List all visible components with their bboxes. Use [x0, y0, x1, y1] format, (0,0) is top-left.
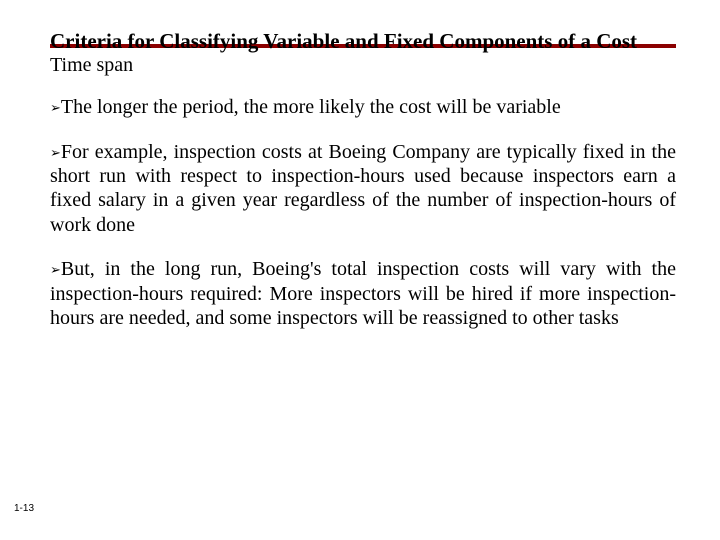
bullet-item: ➢The longer the period, the more likely …: [50, 95, 676, 119]
bullet-text: The longer the period, the more likely t…: [61, 96, 561, 118]
chevron-right-icon: ➢: [50, 100, 61, 115]
slide-subtitle: Time span: [50, 54, 676, 77]
page-number: 1-13: [14, 503, 34, 514]
chevron-right-icon: ➢: [50, 262, 61, 277]
bullet-text: For example, inspection costs at Boeing …: [50, 141, 676, 236]
slide-title: Criteria for Classifying Variable and Fi…: [50, 28, 676, 54]
bullet-item: ➢For example, inspection costs at Boeing…: [50, 140, 676, 238]
bullet-text: But, in the long run, Boeing's total ins…: [50, 258, 676, 329]
chevron-right-icon: ➢: [50, 145, 61, 160]
bullet-item: ➢But, in the long run, Boeing's total in…: [50, 257, 676, 330]
